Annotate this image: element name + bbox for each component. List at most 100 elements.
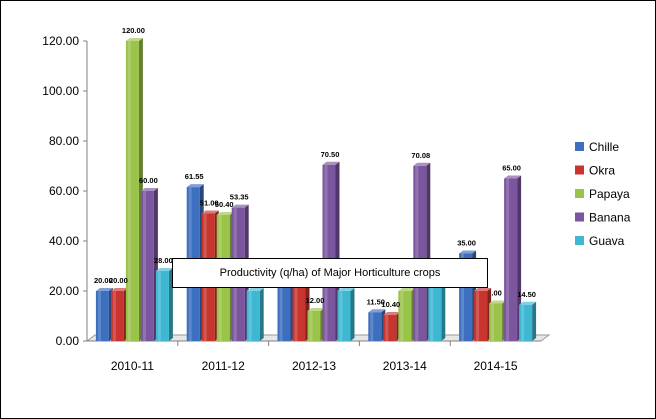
legend-swatch	[575, 189, 584, 198]
bar-front	[519, 304, 533, 341]
bar-top	[140, 188, 158, 191]
bar-front	[110, 291, 124, 341]
legend: Chille Okra Papaya Banana Guava	[575, 140, 631, 248]
bar-highlight	[385, 315, 389, 341]
bar-top	[231, 204, 249, 208]
bar-highlight	[521, 304, 525, 341]
bar	[398, 288, 416, 341]
legend-label: Okra	[589, 164, 615, 178]
bar-front	[474, 291, 488, 341]
legend-label: Guava	[589, 234, 625, 248]
data-label: 10.40	[381, 300, 400, 309]
bar	[125, 38, 143, 341]
data-label: 35.00	[457, 239, 476, 248]
data-label: 11.50	[367, 297, 385, 306]
data-label: 20.00	[94, 276, 113, 285]
bar-highlight	[157, 271, 161, 341]
legend-swatch	[575, 142, 584, 151]
data-label: 70.50	[321, 150, 340, 159]
bar	[489, 300, 507, 341]
y-tick-label: 0.00	[56, 334, 80, 348]
bar-top	[474, 288, 492, 291]
bar	[140, 188, 158, 341]
bar-side	[350, 288, 355, 341]
bar-side	[259, 288, 264, 341]
bar-highlight	[279, 271, 283, 341]
bar-front	[368, 312, 382, 341]
bar	[474, 288, 492, 341]
bar	[337, 288, 355, 341]
bar-highlight	[97, 291, 101, 341]
bar-highlight	[506, 178, 510, 341]
legend-swatch	[575, 212, 584, 222]
bar	[307, 308, 325, 341]
bar	[383, 312, 401, 341]
legend-swatch	[575, 236, 584, 245]
bar-front	[504, 178, 518, 341]
bar-highlight	[127, 41, 131, 341]
bar-front	[322, 164, 336, 341]
bar-top	[383, 312, 401, 315]
bar-front	[337, 291, 351, 341]
y-tick-label: 120.00	[42, 34, 79, 48]
data-label: .00	[491, 289, 501, 298]
bar-highlight	[461, 253, 465, 341]
legend-label: Papaya	[589, 187, 630, 201]
bar-front	[246, 291, 260, 341]
bar-front	[307, 311, 321, 341]
bar-top	[413, 162, 431, 166]
bar-top	[95, 288, 113, 291]
legend-label: Chille	[589, 140, 619, 154]
legend-item: Banana	[575, 211, 631, 225]
bar	[413, 162, 431, 341]
bar-highlight	[476, 291, 480, 341]
data-label: 14.50	[517, 290, 536, 299]
data-label: 53.35	[230, 193, 249, 202]
data-label: 20.00	[109, 276, 128, 285]
bar-front	[489, 303, 503, 341]
bar	[246, 288, 264, 341]
bar-top	[110, 288, 128, 291]
data-label: 51.00	[200, 199, 219, 208]
bar-highlight	[430, 271, 434, 341]
y-tick-label: 80.00	[49, 134, 79, 148]
bar-top	[398, 288, 416, 291]
bar-highlight	[248, 291, 252, 341]
bar	[155, 268, 173, 341]
bar-highlight	[324, 164, 328, 341]
data-label: 65.00	[502, 164, 521, 173]
bar	[110, 288, 128, 341]
x-tick-label: 2010-11	[111, 359, 154, 373]
bar-top	[322, 161, 340, 165]
legend-item: Chille	[575, 140, 619, 154]
data-label: 70.08	[411, 151, 430, 160]
legend-item: Papaya	[575, 187, 630, 201]
bar-top	[337, 288, 355, 291]
bar	[519, 301, 537, 341]
data-label: 60.00	[139, 176, 158, 185]
bar-highlight	[415, 165, 419, 341]
x-axis: 2010-11 2011-12 2012-13 2013-14 2014-15	[87, 340, 541, 373]
data-label: 61.55	[185, 172, 204, 181]
y-tick-label: 40.00	[49, 234, 79, 248]
chart-title: Productivity (q/ha) of Major Horticultur…	[172, 258, 488, 288]
bar-top	[186, 184, 204, 188]
bar	[504, 175, 522, 341]
bar-front	[125, 41, 139, 341]
bar-side	[517, 175, 522, 341]
bar-front	[95, 291, 109, 341]
x-tick-label: 2013-14	[383, 359, 427, 373]
y-tick-label: 20.00	[49, 284, 79, 298]
bar-top	[307, 308, 325, 311]
bar-highlight	[142, 191, 146, 341]
bar	[95, 288, 113, 341]
legend-item: Guava	[575, 234, 625, 248]
y-tick-label: 60.00	[49, 184, 79, 198]
bar-top	[504, 175, 522, 179]
bar-highlight	[370, 312, 374, 341]
data-label: 120.00	[122, 26, 145, 35]
bar	[368, 309, 386, 341]
bar-highlight	[400, 291, 404, 341]
bar-highlight	[112, 291, 116, 341]
bar-front	[155, 271, 169, 341]
